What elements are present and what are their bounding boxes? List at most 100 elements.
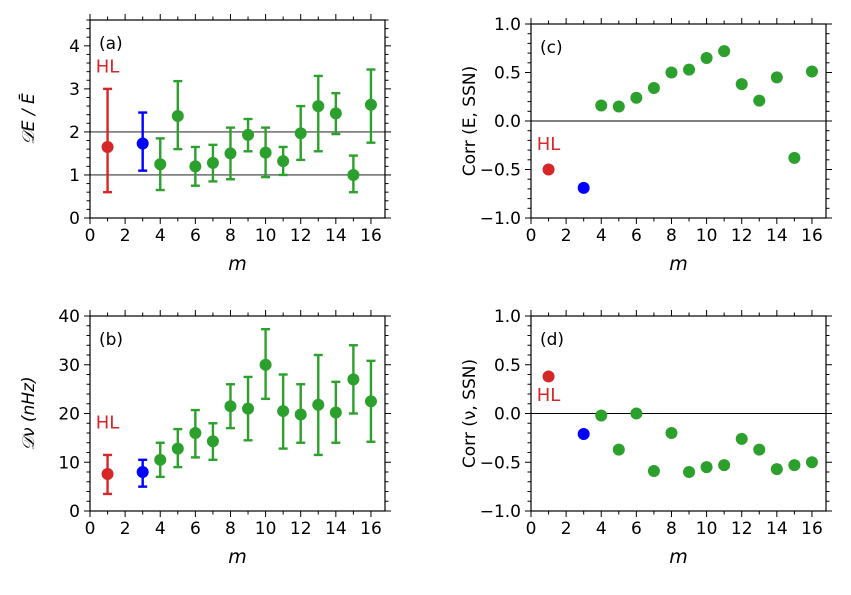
- data-point: [329, 406, 342, 419]
- x-tick-label: 0: [85, 226, 96, 246]
- axes-frame: [89, 315, 386, 512]
- data-point: [647, 465, 660, 478]
- x-tick-label: 0: [526, 519, 537, 539]
- data-point: [277, 405, 290, 418]
- data-point: [189, 160, 202, 173]
- data-point: [259, 358, 272, 371]
- x-axis-label: m: [669, 253, 688, 275]
- x-axis-label: m: [228, 546, 247, 568]
- data-point: [612, 443, 625, 456]
- x-tick-label: 8: [225, 519, 236, 539]
- data-point: [683, 63, 696, 76]
- data-point: [224, 400, 237, 413]
- hl-annotation: HL: [96, 57, 120, 78]
- x-tick-label: 8: [666, 226, 677, 246]
- x-tick-label: 2: [561, 226, 572, 246]
- y-tick-label: 0: [69, 502, 80, 522]
- data-point: [294, 408, 307, 421]
- y-tick-label: 4: [69, 37, 80, 57]
- x-tick-label: 10: [255, 226, 277, 246]
- hl-annotation: HL: [96, 413, 120, 434]
- x-tick-label: 16: [360, 226, 382, 246]
- data-point: [189, 427, 202, 439]
- hl-annotation: HL: [537, 134, 561, 155]
- data-point: [647, 82, 660, 95]
- x-axis-label: m: [228, 253, 247, 275]
- hl-annotation: HL: [537, 385, 561, 406]
- y-tick-label: 20: [58, 405, 80, 425]
- y-tick-label: −0.5: [480, 453, 521, 473]
- data-point: [595, 409, 608, 422]
- y-tick-label: −1.0: [480, 209, 521, 229]
- data-point: [718, 459, 731, 472]
- panel-d: 0 2 4 6 8 10 12 14 16 −1.0 −0.5 0.0 0.5 1.0 m Corr (ν, …: [460, 307, 832, 568]
- data-point: [171, 109, 184, 122]
- data-point: [770, 71, 783, 84]
- data-point: [224, 147, 237, 160]
- y-axis-label: 𝒟E / Ē: [17, 93, 39, 145]
- y-tick-label: 0.0: [494, 112, 521, 132]
- data-point: [630, 407, 643, 420]
- y-axis-label: Corr (E, SSN): [460, 66, 480, 176]
- data-point: [312, 398, 325, 411]
- data-point: [718, 45, 731, 58]
- x-tick-label: 16: [801, 226, 823, 246]
- y-tick-label: −0.5: [480, 161, 521, 181]
- panel-label: (c): [540, 38, 563, 58]
- y-tick-label: 0.0: [494, 405, 521, 425]
- x-tick-label: 0: [85, 519, 96, 539]
- data-point: [242, 402, 255, 415]
- x-tick-label: 12: [290, 226, 312, 246]
- data-point: [242, 128, 255, 141]
- data-point: [612, 100, 625, 113]
- y-tick-label: 1.0: [494, 15, 521, 35]
- y-tick-label: 2: [69, 123, 80, 143]
- y-tick-label: 0: [69, 209, 80, 229]
- data-point: [700, 461, 713, 474]
- y-tick-label: 3: [69, 80, 80, 100]
- data-point: [630, 91, 643, 104]
- data-point: [542, 163, 555, 176]
- x-tick-label: 6: [190, 519, 201, 539]
- x-tick-label: 2: [561, 519, 572, 539]
- x-tick-label: 6: [631, 226, 642, 246]
- data-point: [329, 107, 342, 120]
- x-tick-label: 12: [731, 519, 753, 539]
- x-tick-label: 4: [155, 226, 166, 246]
- panel-label: (d): [540, 330, 564, 350]
- data-point: [136, 466, 149, 478]
- data-point: [277, 155, 290, 168]
- data-point: [294, 127, 307, 140]
- x-tick-label: 10: [255, 519, 277, 539]
- x-tick-label: 16: [801, 519, 823, 539]
- y-tick-label: 0.5: [494, 356, 521, 376]
- data-point: [735, 78, 748, 91]
- data-point: [259, 146, 272, 159]
- panel-label: (b): [99, 330, 123, 350]
- x-tick-label: 12: [290, 519, 312, 539]
- data-point: [805, 65, 818, 78]
- data-point: [665, 66, 678, 79]
- data-point: [312, 100, 325, 113]
- x-tick-label: 14: [325, 226, 347, 246]
- data-point: [542, 370, 555, 383]
- y-tick-label: −1.0: [480, 502, 521, 522]
- data-point: [101, 467, 114, 480]
- data-point: [171, 442, 184, 455]
- data-point: [364, 395, 377, 408]
- data-point: [347, 168, 360, 181]
- x-tick-label: 2: [120, 226, 131, 246]
- data-point: [770, 463, 783, 476]
- x-tick-label: 14: [766, 519, 788, 539]
- panel-c: 0 2 4 6 8 10 12 14 16 −1.0 −0.5 0.0 0.5 1.0 m Corr (E, …: [460, 15, 832, 275]
- x-tick-label: 6: [190, 226, 201, 246]
- x-tick-label: 8: [225, 226, 236, 246]
- x-tick-label: 14: [766, 226, 788, 246]
- x-tick-label: 14: [325, 519, 347, 539]
- panel-b: 0 2 4 6 8 10 12 14 16 0 10 20 30 40 m 𝒟ν (nHz) (b) HL: [19, 307, 391, 568]
- panel-label: (a): [99, 34, 123, 54]
- data-point: [206, 435, 219, 448]
- data-point: [136, 137, 149, 150]
